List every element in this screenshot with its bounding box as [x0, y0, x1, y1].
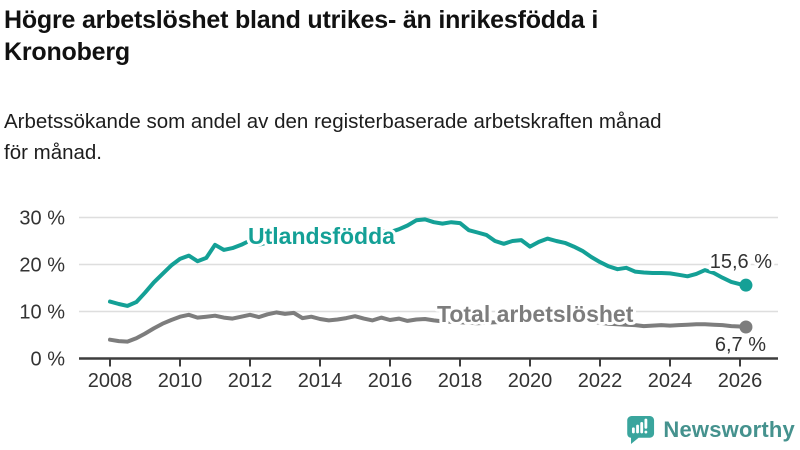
x-tick-label: 2022 — [578, 370, 623, 392]
newsworthy-icon — [627, 415, 655, 445]
x-tick-label: 2026 — [718, 370, 763, 392]
y-tick-label: 0 % — [31, 349, 66, 371]
series-end-value-total: 6,7 % — [715, 334, 766, 356]
series-label-total: Total arbetslöshet — [437, 301, 634, 327]
title-line-1: Högre arbetslöshet bland utrikes- än inr… — [4, 6, 599, 34]
series-label-utlandsfodda: Utlandsfödda — [248, 223, 395, 249]
x-tick-label: 2010 — [158, 370, 203, 392]
y-tick-label: 10 % — [19, 302, 65, 324]
series-line-utlandsfodda — [108, 217, 748, 308]
page-title: Högre arbetslöshet bland utrikes- än inr… — [4, 4, 796, 68]
series-end-dot-utlandsfodda — [739, 278, 753, 292]
series-end-dot-total — [739, 320, 753, 334]
x-tick-label: 2016 — [368, 370, 413, 392]
newsworthy-wordmark: Newsworthy — [663, 416, 795, 442]
series-line-total — [108, 310, 748, 344]
chart-subtitle: Arbetssökande som andel av den registerb… — [4, 106, 796, 168]
newsworthy-logo: Newsworthy — [625, 414, 795, 445]
y-tick-label: 30 % — [19, 208, 65, 230]
bar-chart-glyph — [632, 418, 648, 434]
series-end-value-utlandsfodda: 15,6 % — [710, 251, 772, 273]
y-tick-label: 20 % — [19, 255, 65, 277]
x-tick-label: 2012 — [228, 370, 273, 392]
x-tick-label: 2024 — [648, 370, 693, 392]
x-tick-label: 2020 — [508, 370, 553, 392]
title-line-2: Kronoberg — [4, 38, 130, 66]
subtitle-line-1: Arbetssökande som andel av den registerb… — [4, 110, 662, 133]
x-tick-label: 2008 — [88, 370, 133, 392]
subtitle-line-2: för månad. — [4, 141, 102, 164]
chart-header: Högre arbetslöshet bland utrikes- än inr… — [4, 4, 796, 168]
x-tick-label: 2014 — [298, 370, 343, 392]
x-tick-label: 2018 — [438, 370, 483, 392]
